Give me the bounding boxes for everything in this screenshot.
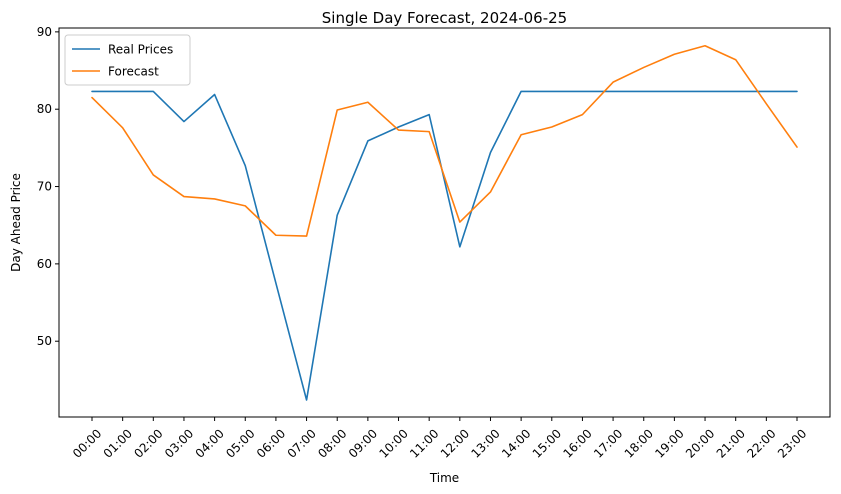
x-axis-label: Time	[429, 471, 459, 485]
y-tick-label: 60	[37, 257, 52, 271]
legend-label: Real Prices	[108, 43, 173, 57]
legend: Real Prices Forecast	[64, 34, 191, 86]
y-tick-label: 80	[37, 102, 52, 116]
y-tick-label: 90	[37, 25, 52, 39]
y-tick-label: 50	[37, 334, 52, 348]
y-tick-label: 70	[37, 180, 52, 194]
y-axis-label: Day Ahead Price	[9, 173, 23, 272]
chart-title: Single Day Forecast, 2024-06-25	[322, 9, 567, 27]
series-line-forecast	[91, 44, 798, 237]
series-line-real-prices	[91, 90, 798, 401]
plot-area	[91, 44, 798, 401]
legend-label: Forecast	[108, 65, 159, 79]
plot-frame	[58, 27, 831, 418]
legend-box	[64, 34, 191, 86]
y-axis: 50 60 70 80 90	[37, 25, 59, 348]
